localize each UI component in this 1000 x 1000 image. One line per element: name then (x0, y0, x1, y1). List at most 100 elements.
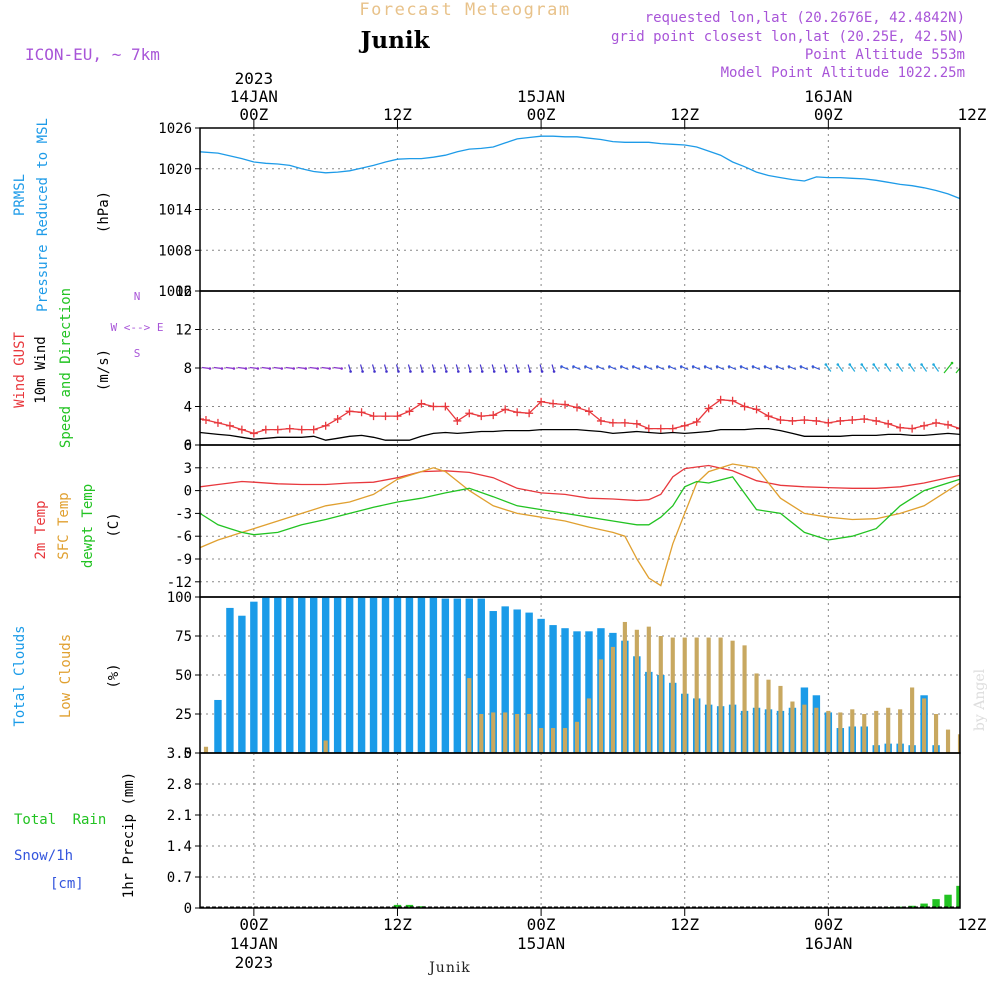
y-tick-label: 12 (175, 323, 192, 339)
low-cloud-bar (862, 714, 867, 753)
wind-arrow-head (316, 367, 320, 370)
wind-arrow-head (208, 367, 212, 370)
wind-arrow-head (421, 370, 424, 373)
panel-clouds-plot (200, 597, 974, 753)
wind-arrow-head (884, 363, 887, 366)
gust-point (836, 416, 845, 425)
bottom-time-label: 12Z (958, 915, 987, 934)
pressure-label-long: Pressure Reduced to MSL (35, 118, 51, 312)
wind-direction-arrow (955, 367, 960, 374)
wind-arrow-head (715, 365, 719, 368)
low-cloud-bar (718, 637, 723, 753)
grid-point-coords: grid point closest lon,lat (20.25E, 42.5… (611, 29, 965, 45)
gust-point (728, 396, 737, 405)
total-cloud-bar (238, 615, 246, 753)
pressure-label: PRMSL (12, 174, 28, 216)
low-cloud-bar (467, 678, 472, 753)
y-tick-label: 1008 (158, 243, 192, 259)
y-tick-label: 4 (184, 400, 192, 416)
low-cloud-bar (562, 728, 568, 753)
wind-arrow-head (963, 362, 966, 365)
gust-point (273, 425, 282, 434)
gust-point (884, 419, 893, 428)
y-tick-label: -3 (175, 506, 192, 522)
gust-point (200, 415, 204, 424)
wind-arrow-head (385, 370, 388, 373)
wind-arrow-head (932, 363, 935, 366)
low-cloud-bar (634, 629, 639, 753)
gust-point (561, 400, 570, 409)
y-tick-label: 3.5 (167, 746, 192, 762)
gust-point (704, 404, 713, 413)
total-cloud-bar (489, 611, 497, 753)
low-cloud-bar (778, 685, 783, 753)
low-cloud-bar (670, 637, 675, 753)
gust-point (453, 416, 462, 425)
gust-point (632, 419, 641, 428)
sfc-label: SFC Temp (56, 492, 72, 559)
rain-label: Total Rain (14, 812, 106, 828)
total-cloud-bar (381, 597, 390, 753)
wind-arrow-head (349, 370, 352, 373)
y-tick-label: 0 (184, 746, 192, 762)
wind-arrow-head (409, 370, 412, 373)
low-cloud-bar (910, 687, 915, 753)
y-tick-label: 100 (167, 590, 192, 606)
gust-point (213, 418, 222, 427)
low-cloud-bar (694, 637, 699, 753)
gust-point (225, 421, 234, 430)
total-cloud-bar (585, 631, 593, 753)
wind-direction-arrow (225, 366, 234, 370)
snow-bar (994, 903, 997, 908)
wind-direction-arrow (297, 366, 306, 370)
gust-point (680, 421, 689, 430)
wind-direction-arrow (943, 362, 953, 374)
y-tick-label: 8 (184, 361, 192, 377)
gust-point (716, 395, 725, 404)
wind-direction-arrow (213, 366, 223, 370)
gust-point (800, 415, 809, 424)
rain-bar (417, 906, 426, 908)
top-time-label: 15JAN (517, 87, 565, 106)
panel-pressure-plot (200, 128, 960, 291)
low-cloud-bar (586, 698, 592, 753)
y-tick-label: 1020 (158, 162, 192, 178)
gust-point (932, 418, 941, 427)
low-cloud-bar (550, 728, 556, 753)
gust-point (956, 424, 960, 433)
top-time-label: 12Z (958, 105, 987, 124)
wind-direction-arrow (849, 364, 856, 372)
wind-arrow-head (596, 365, 599, 368)
wind-arrow-head (373, 370, 376, 373)
y-tick-label: 0 (184, 438, 192, 454)
wind-arrow-head (691, 365, 695, 368)
wind-direction-arrow (201, 366, 211, 370)
low-cloud-bar (754, 673, 759, 753)
wind-arrow-head (552, 370, 556, 373)
rain-bar (405, 904, 414, 908)
wind-arrow-head (340, 367, 343, 370)
low-clouds-label: Low Clouds (58, 634, 74, 718)
gust-point (237, 425, 246, 434)
wind-arrow-head (504, 370, 508, 373)
wind-arrow-head (655, 365, 659, 368)
wind-arrow-head (256, 367, 260, 370)
low-cloud-bar (970, 747, 974, 753)
y-tick-label: 16 (175, 284, 192, 300)
clouds-unit: (%) (106, 663, 122, 688)
bottom-time-label: 2023 (235, 953, 274, 972)
wind-arrow-head (468, 370, 472, 373)
gust-point (776, 415, 785, 424)
rain-bar (992, 819, 999, 908)
gust-point (764, 412, 773, 421)
wind-arrow-head (220, 367, 224, 370)
point-altitude: Point Altitude 553m (805, 47, 965, 63)
total-cloud-bar (262, 597, 270, 753)
gust-point (644, 424, 653, 433)
y-tick-label: 1026 (158, 121, 192, 137)
gust-point (549, 399, 558, 408)
wind-direction-arrow (873, 364, 880, 372)
bottom-time-label: 15JAN (517, 934, 565, 953)
wind-direction-arrow (273, 366, 282, 370)
